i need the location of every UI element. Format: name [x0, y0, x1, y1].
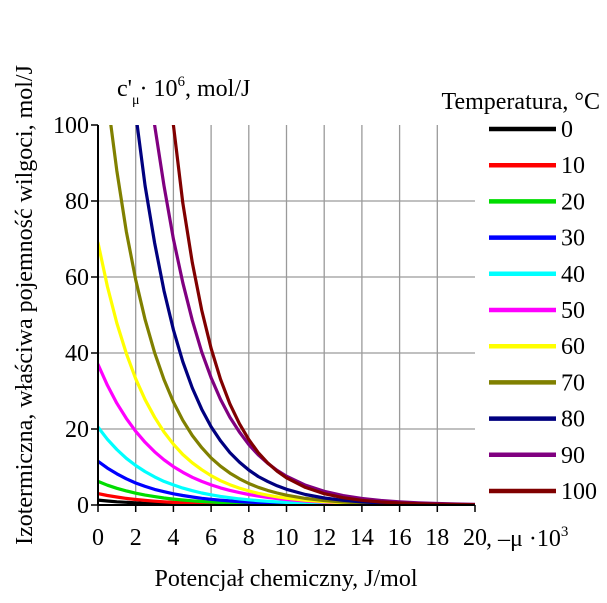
y-label-sup: 6 [178, 74, 186, 90]
y-label-sub: μ [132, 93, 140, 108]
y-tick-label: 100 [53, 113, 89, 139]
y-tick-label: 80 [65, 189, 89, 215]
legend-label-40: 40 [561, 262, 585, 288]
y-tick-label: 0 [77, 493, 89, 519]
y-label-unit: , mol/J [185, 76, 250, 102]
y-tick-label: 60 [65, 265, 89, 291]
x-tick-label: 10 [275, 525, 299, 551]
x-tick-label: 4 [167, 525, 179, 551]
x-tick-label: 2 [130, 525, 142, 551]
y-label-c: c' [117, 76, 132, 102]
x-tick-labels: 0 2 4 6 8 10 12 14 16 18 20 [92, 525, 487, 551]
legend-label-50: 50 [561, 298, 585, 324]
x-tick-label: 0 [92, 525, 104, 551]
legend: 0 10 20 30 40 50 60 70 80 90 100 [489, 117, 597, 505]
x-unit-main: , –μ ·10 [486, 526, 561, 552]
legend-label-20: 20 [561, 189, 585, 215]
y-tick-label: 40 [65, 341, 89, 367]
x-tick-label: 12 [312, 525, 336, 551]
legend-label-80: 80 [561, 407, 585, 433]
legend-label-60: 60 [561, 334, 585, 360]
legend-label-70: 70 [561, 370, 585, 396]
legend-title: Temperatura, °C [441, 89, 600, 115]
y-tick-labels: 0 20 40 60 80 100 [53, 113, 89, 519]
legend-label-30: 30 [561, 226, 585, 252]
legend-label-100: 100 [561, 479, 597, 505]
x-tick-label: 8 [243, 525, 255, 551]
x-axis-unit-label: , –μ ·103 [486, 524, 568, 552]
x-axis-label: Potencjał chemiczny, J/mol [154, 566, 417, 592]
x-tick-label: 18 [425, 525, 449, 551]
x-tick-label: 20 [463, 525, 487, 551]
x-tick-label: 6 [205, 525, 217, 551]
x-unit-sup: 3 [561, 524, 569, 540]
y-label-mid: · 10 [140, 76, 178, 102]
x-tick-label: 16 [388, 525, 412, 551]
legend-label-0: 0 [561, 117, 573, 143]
legend-label-10: 10 [561, 153, 585, 179]
series-line-100 [171, 125, 475, 505]
y-axis-side-label: Izotermiczna, właściwa pojemność wilgoci… [12, 65, 38, 545]
y-tick-label: 20 [65, 417, 89, 443]
axes [91, 124, 476, 512]
legend-label-90: 90 [561, 443, 585, 469]
y-axis-top-label: c'μ· 106, mol/J [117, 74, 250, 108]
grid [98, 125, 475, 505]
x-tick-label: 14 [350, 525, 374, 551]
